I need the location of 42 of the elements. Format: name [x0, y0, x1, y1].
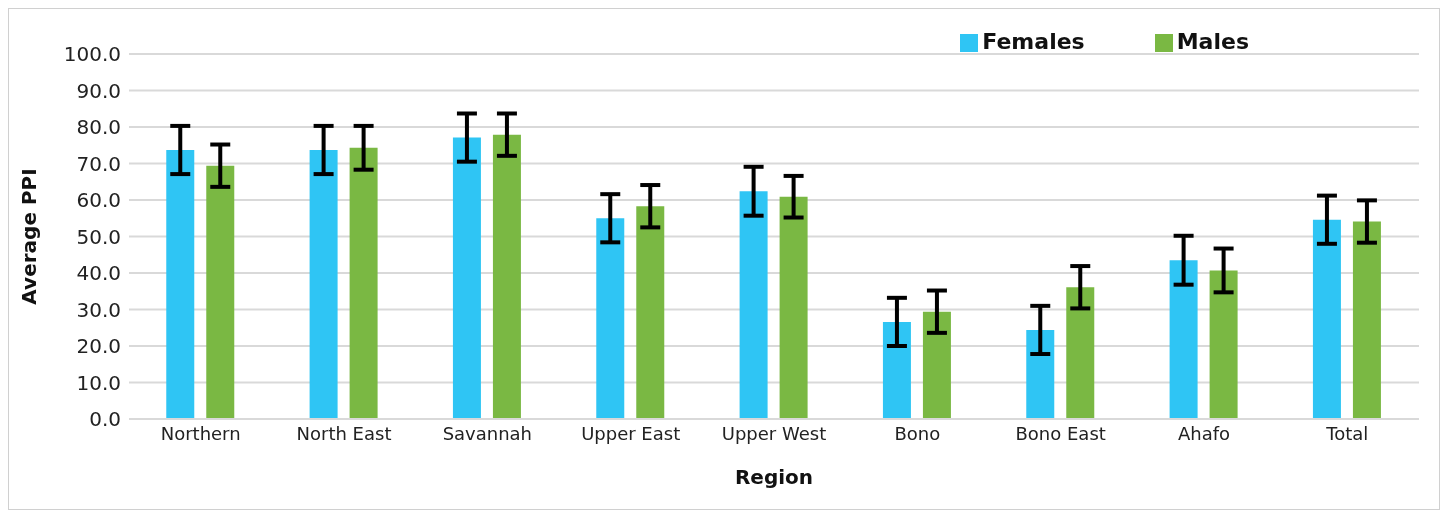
y-tick-label: 90.0 [76, 78, 121, 103]
y-tick-label: 10.0 [76, 370, 121, 395]
x-tick-label: Bono [894, 422, 941, 444]
y-axis-title: Average PPI [17, 168, 42, 305]
y-tick-label: 20.0 [76, 334, 121, 359]
bar [922, 311, 951, 419]
x-tick-label: Northern [160, 422, 241, 444]
y-tick-label: 70.0 [76, 151, 121, 176]
bar [882, 321, 911, 419]
x-tick-label: Upper West [721, 422, 827, 444]
x-tick-label: Total [1325, 422, 1369, 444]
y-tick-label: 30.0 [76, 297, 121, 322]
x-tick-label: Bono East [1015, 422, 1106, 444]
bar [1066, 287, 1095, 419]
bar [452, 137, 481, 419]
bar [1209, 270, 1238, 419]
y-tick-label: 100.0 [63, 42, 121, 67]
bar [779, 196, 808, 419]
y-tick-label: 40.0 [76, 261, 121, 286]
y-tick-label: 0.0 [89, 407, 121, 432]
x-tick-label: Ahafo [1177, 422, 1231, 444]
y-tick-label: 80.0 [76, 115, 121, 140]
bar [349, 147, 378, 419]
bar [1026, 329, 1055, 419]
y-tick-label: 50.0 [76, 224, 121, 249]
bar [739, 191, 768, 419]
x-tick-label: Savannah [442, 422, 533, 444]
legend-label: Females [982, 29, 1085, 54]
x-axis-title: Region [734, 465, 814, 489]
bar [206, 165, 235, 419]
x-tick-label: Upper East [581, 422, 681, 444]
bar [1352, 221, 1381, 419]
legend-label: Males [1176, 29, 1249, 54]
bar [596, 218, 625, 419]
bar [492, 134, 521, 419]
bar [309, 150, 338, 419]
bar [1169, 260, 1198, 419]
bar [1312, 219, 1341, 419]
bar [636, 206, 665, 419]
bar [166, 150, 195, 419]
y-tick-label: 60.0 [76, 188, 121, 213]
x-tick-label: North East [296, 422, 392, 444]
